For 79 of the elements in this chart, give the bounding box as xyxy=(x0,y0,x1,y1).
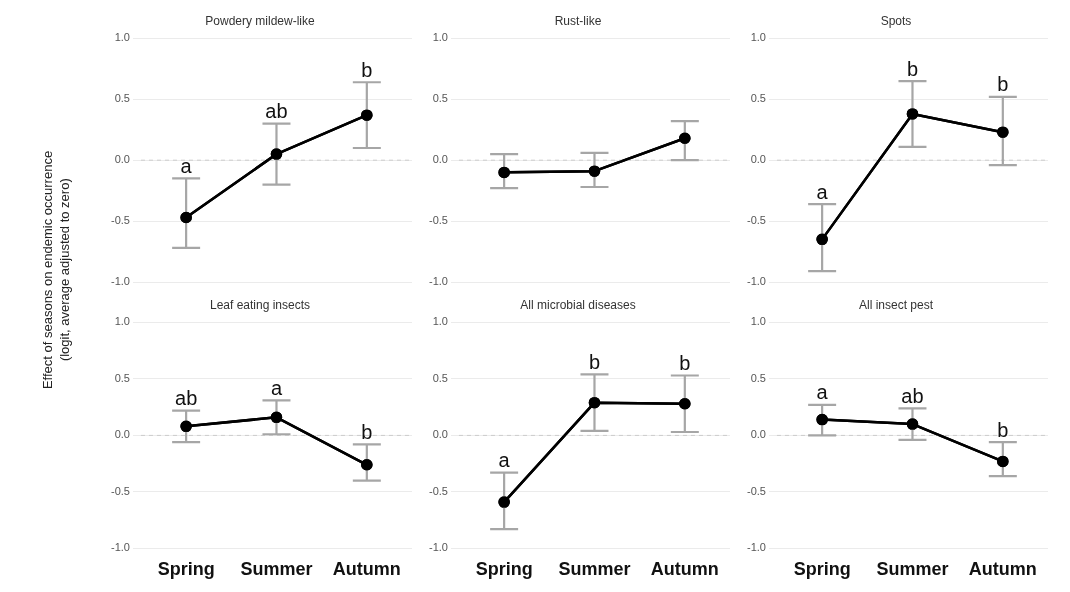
y-tick-label: -0.5 xyxy=(110,484,130,497)
point xyxy=(679,132,691,145)
y-tick-label: 1.0 xyxy=(114,31,130,44)
annotation: b xyxy=(906,57,919,80)
point xyxy=(498,166,510,179)
y-tick-label: 0.0 xyxy=(750,428,766,441)
y-tick-label: -1.0 xyxy=(428,275,448,288)
annotation: b xyxy=(997,73,1009,96)
y-tick-label: 0.0 xyxy=(432,428,448,441)
annotation: ab xyxy=(265,100,288,123)
y-tick-label: 1.0 xyxy=(432,31,448,44)
point xyxy=(361,459,373,471)
y-tick-label: 0.0 xyxy=(750,153,766,166)
y-tick-label: -0.5 xyxy=(428,484,448,497)
y-tick-label: 1.0 xyxy=(114,315,130,328)
point xyxy=(270,411,283,424)
y-tick-label: 0.5 xyxy=(750,92,766,105)
x-tick-label: Summer xyxy=(240,559,313,580)
point xyxy=(588,165,601,177)
y-tick-label: 0.0 xyxy=(432,153,448,166)
annotation: b xyxy=(588,350,601,373)
x-tick-label: Summer xyxy=(876,559,949,580)
point xyxy=(997,455,1009,468)
x-tick-label: Summer xyxy=(558,559,631,580)
y-tick-label: 0.0 xyxy=(114,153,130,166)
annotation: a xyxy=(270,376,283,399)
y-tick-label: -1.0 xyxy=(746,275,766,288)
annotation: b xyxy=(997,418,1009,441)
point xyxy=(816,233,828,246)
y-tick-label: 0.5 xyxy=(432,371,448,384)
annotation: b xyxy=(361,58,373,81)
annotation: a xyxy=(816,381,829,404)
annotation: a xyxy=(498,449,511,472)
y-tick-label: 0.0 xyxy=(114,428,130,441)
point xyxy=(180,420,192,433)
y-tick-label: -0.5 xyxy=(746,484,766,497)
annotation: ab xyxy=(901,384,924,407)
annotation: ab xyxy=(175,387,198,410)
x-tick-label: Autumn xyxy=(968,559,1037,580)
chart-title: All microbial diseases xyxy=(520,297,636,312)
y-tick-label: -1.0 xyxy=(110,541,130,554)
y-axis-title: Effect of seasons on endemic occurrence (logit, average adjusted to zero) xyxy=(39,150,73,390)
chart-title: Powdery mildew-like xyxy=(205,13,315,28)
y-tick-label: 1.0 xyxy=(432,315,448,328)
point xyxy=(498,496,510,508)
y-tick-label: -0.5 xyxy=(110,214,130,227)
annotation: b xyxy=(679,352,691,375)
chart-title: Spots xyxy=(880,13,912,28)
annotation: a xyxy=(180,154,193,177)
y-tick-label: 0.5 xyxy=(750,371,766,384)
y-tick-label: 1.0 xyxy=(750,315,766,328)
y-tick-label: 1.0 xyxy=(750,31,766,44)
x-tick-label: Spring xyxy=(157,559,215,580)
point xyxy=(588,396,601,409)
y-tick-label: -1.0 xyxy=(746,541,766,554)
y-tick-label: 0.5 xyxy=(432,92,448,105)
point xyxy=(679,398,691,410)
chart-title: All insect pest xyxy=(858,297,934,312)
y-tick-label: -0.5 xyxy=(428,214,448,227)
x-tick-label: Spring xyxy=(475,559,533,580)
chart-title: Leaf eating insects xyxy=(209,297,311,312)
point xyxy=(180,211,192,224)
x-tick-label: Spring xyxy=(793,559,851,580)
annotation: b xyxy=(361,420,373,443)
y-tick-label: 0.5 xyxy=(114,371,130,384)
x-tick-label: Autumn xyxy=(332,559,401,580)
y-tick-label: -1.0 xyxy=(428,541,448,554)
point xyxy=(270,148,283,160)
x-tick-label: Autumn xyxy=(650,559,719,580)
y-tick-label: -1.0 xyxy=(110,275,130,288)
point xyxy=(906,418,919,430)
y-tick-label: -0.5 xyxy=(746,214,766,227)
y-tick-label: 0.5 xyxy=(114,92,130,105)
point xyxy=(816,413,828,426)
point xyxy=(361,109,373,121)
point xyxy=(906,108,919,120)
point xyxy=(997,126,1009,138)
annotation: a xyxy=(816,180,829,203)
chart-title: Rust-like xyxy=(554,13,602,28)
